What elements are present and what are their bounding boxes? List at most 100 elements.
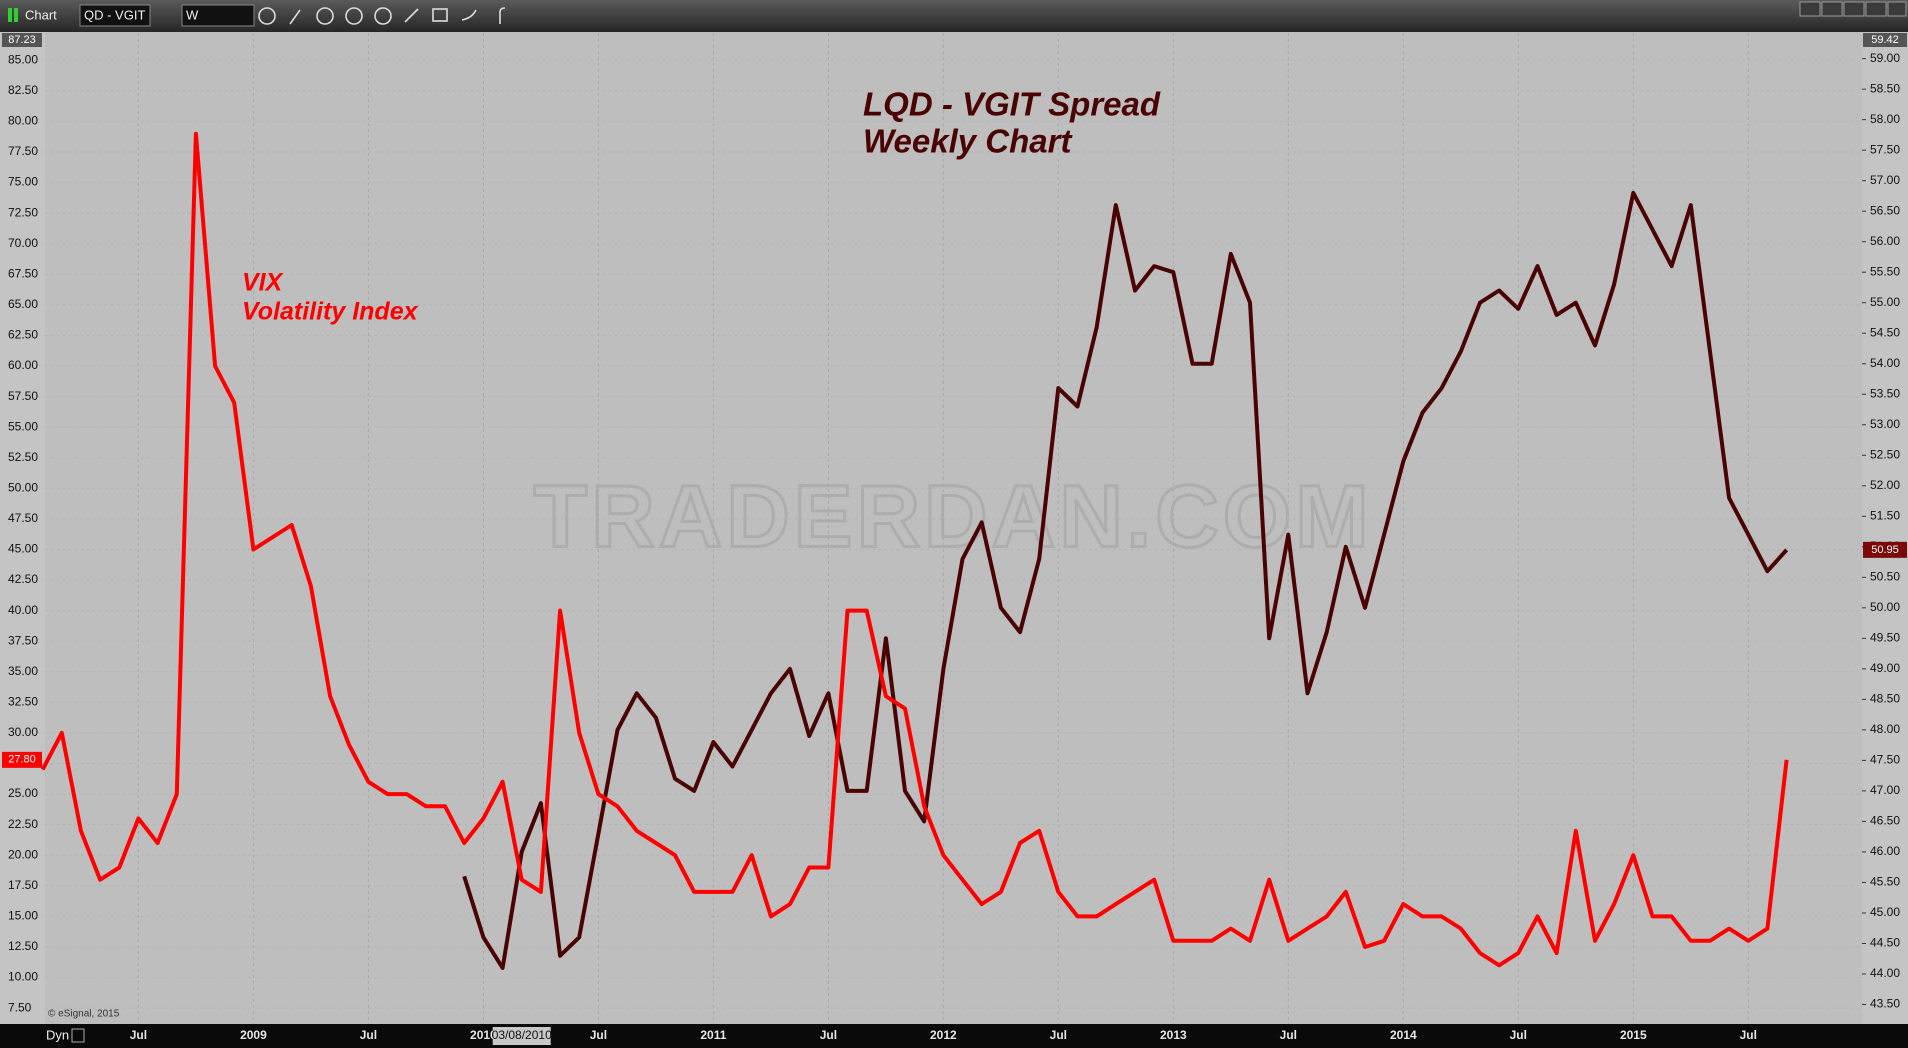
y2-tick-label: 53.50 [1870,386,1900,400]
x-tick-label: Jul [360,1028,377,1042]
y2-tick-label: 53.00 [1870,417,1900,431]
chart-title: LQD - VGIT Spread [863,86,1161,123]
y2-tick-label: 49.00 [1870,661,1900,675]
icon[interactable] [432,8,448,22]
y-tick-label: 20.00 [8,847,38,861]
icon[interactable] [316,7,334,25]
button[interactable] [1865,1,1887,17]
y2-tick-label: 45.00 [1870,905,1900,919]
status-icon[interactable] [71,1028,85,1043]
button[interactable] [1821,1,1843,17]
x-tick-label: 2013 [1160,1028,1187,1042]
interval[interactable]: W [186,7,199,22]
y-tick-label: 12.50 [8,939,38,953]
x-tick-label: Jul [1280,1028,1297,1042]
x-tick-label: Jul [1050,1028,1067,1042]
x-tick-label: 2011 [700,1028,726,1042]
button[interactable] [1887,1,1907,17]
button[interactable] [1799,1,1821,17]
y2-tick-label: 43.50 [1870,997,1900,1011]
y2-tick-label: 55.00 [1870,295,1900,309]
y-tick-label: 62.50 [8,328,38,342]
y2-tick-label: 49.50 [1870,631,1900,645]
y2-tick-label: 48.00 [1870,722,1900,736]
y-tick-label: 32.50 [8,695,38,709]
y-tick-label: 45.00 [8,542,38,556]
y-tick-label: 55.00 [8,419,38,433]
chart-subtitle: Weekly Chart [863,123,1073,160]
y2-tick-label: 56.50 [1870,203,1900,217]
y2-tick-label: 52.00 [1870,478,1900,492]
max-flag [2,33,42,47]
icon[interactable] [345,7,363,25]
y-tick-label: 52.50 [8,450,38,464]
y2-tick-label: 45.50 [1870,875,1900,889]
y-tick-label: 85.00 [8,52,38,66]
y-tick-label: 60.00 [8,358,38,372]
x-tick-label: Jul [820,1028,837,1042]
app-icon [8,8,12,22]
y-tick-label: 75.00 [8,175,38,189]
max2-flag [1863,33,1907,47]
y-tick-label: 25.00 [8,786,38,800]
icon[interactable] [461,9,477,21]
x-tick-label: 2012 [930,1028,957,1042]
y-tick-label: 30.00 [8,725,38,739]
y-tick-label: 40.00 [8,603,38,617]
series-line [462,190,1789,970]
last2-label: 50.95 [1871,544,1899,556]
y2-tick-label: 59.00 [1870,51,1900,65]
y-tick-label: 15.00 [8,909,38,923]
y-tick-label: 10.00 [8,970,38,984]
x-tick-label: 2009 [240,1028,267,1042]
x-tick-label: Jul [1510,1028,1527,1042]
cursor-date: 03/08/2010 [492,1028,552,1042]
y2-tick-label: 46.50 [1870,814,1900,828]
app-icon [14,8,18,22]
icon[interactable] [289,9,301,25]
marks [40,131,1789,970]
y-tick-label: 82.50 [8,83,38,97]
time-axis [0,1024,1908,1048]
y2-tick-label: 58.00 [1870,112,1900,126]
icon[interactable] [499,7,506,24]
y-tick-label: 72.50 [8,205,38,219]
y2-tick-label: 46.00 [1870,844,1900,858]
y2-tick-label: 47.50 [1870,753,1900,767]
interval-box[interactable] [181,4,255,27]
copyright: © eSignal, 2015 [48,1009,120,1020]
watermark: TRADERDAN.COM [533,466,1372,565]
last-label: 27.80 [8,754,36,766]
status-mode: Dyn [46,1027,69,1042]
y2-tick-label: 54.50 [1870,325,1900,339]
last2-flag [1863,541,1907,558]
x-tick-label: Jul [590,1028,607,1042]
icon[interactable] [258,7,276,25]
y2-tick-label: 58.50 [1870,81,1900,95]
y-tick-label: 57.50 [8,389,38,403]
symbol-box[interactable] [79,4,151,27]
x-tick-label: 2014 [1390,1028,1417,1042]
icon[interactable] [374,7,392,25]
y-tick-label: 65.00 [8,297,38,311]
y2-tick-label: 48.50 [1870,692,1900,706]
y2-tick-label: 47.00 [1870,783,1900,797]
symbol[interactable]: QD - VGIT [84,7,145,22]
icon[interactable] [404,8,419,23]
y-tick-label: 22.50 [8,817,38,831]
series-line [40,131,1789,968]
series-annotation: Volatility Index [242,298,419,326]
plot-area [45,32,1862,1024]
cursor-date-box [492,1027,551,1045]
y-tick-label: 47.50 [8,511,38,525]
toolbar-icons[interactable] [258,7,506,25]
y-tick-label: 37.50 [8,633,38,647]
y2-tick-label: 54.00 [1870,356,1900,370]
button[interactable] [1843,1,1865,17]
labels: 7.50 10.00 12.50 15.00 17.50 20.00 22.50 25.00 2… [2,33,1907,1045]
max2-label: 59.42 [1871,34,1899,46]
y-tick-label: 42.50 [8,572,38,586]
x-tick-label: 2015 [1620,1028,1647,1042]
window-buttons[interactable] [1799,1,1907,17]
